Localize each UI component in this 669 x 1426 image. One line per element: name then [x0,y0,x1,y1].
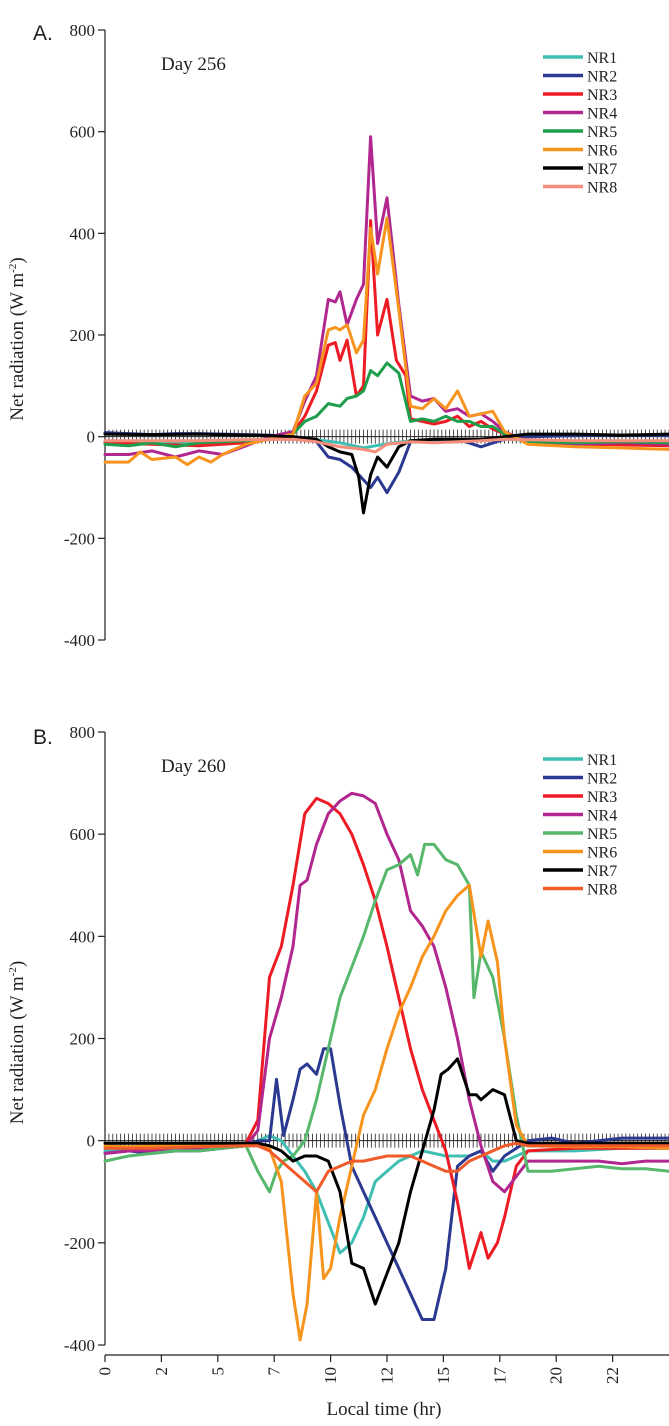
x-tick-label: 2 [152,1367,171,1376]
y-axis-title-main: Net radiation (W m [7,976,28,1124]
y-tick-label: 400 [70,224,96,243]
y-tick-label: -200 [64,529,95,548]
legend-label: NR5 [587,124,617,141]
y-axis-title-sup: -2 [7,967,19,976]
x-tick-label: 0 [96,1367,115,1376]
legend-label: NR1 [587,752,617,769]
series-line-nr3 [103,219,669,448]
series-line-nr7 [103,432,669,515]
series-line-nr7 [103,1057,669,1306]
y-axis-title: Net radiation (W m-2) [7,961,28,1124]
legend-label: NR4 [587,808,617,825]
series-line-nr4 [103,791,669,1194]
y-axis-title-main: Net radiation (W m [7,273,28,421]
y-tick-label: 600 [70,825,96,844]
y-tick-label: 200 [70,1030,96,1049]
y-tick-label: -200 [64,1234,95,1253]
x-tick-label: 15 [434,1367,453,1384]
y-tick-label: 800 [70,21,96,40]
legend-label: NR5 [587,826,617,843]
legend-label: NR1 [587,50,617,67]
legend-label: NR3 [587,789,617,806]
panel-a: A. -400 -200 0 200 400 600 800 Net radiation (W … [7,21,669,650]
y-tick-label: 200 [70,326,96,345]
y-tick-label: -400 [64,1336,95,1355]
legend-label: NR6 [587,143,617,160]
series-line-nr8 [103,437,669,454]
day-annotation: Day 256 [161,54,226,75]
series-line-nr4 [103,135,669,459]
legend-label: NR8 [587,180,617,197]
y-tick-label: -400 [64,631,95,650]
series-line-nr2 [103,1047,669,1321]
legend-label: NR4 [587,106,617,123]
x-tick-label: 7 [265,1367,284,1376]
x-tick-label: 12 [378,1367,397,1384]
legend-label: NR2 [587,771,617,788]
y-axis-title: Net radiation (W m-2) [7,257,28,420]
day-annotation: Day 260 [161,756,226,777]
x-axis-title: Local time (hr) [326,1399,441,1420]
y-tick-label: 800 [70,723,96,742]
legend-label: NR6 [587,845,617,862]
y-tick-label: 0 [87,1132,96,1151]
legend-label: NR7 [587,161,617,178]
series-line-nr1 [103,1134,669,1255]
y-axis-title-sup: -2 [7,264,19,273]
x-tick-label: 5 [208,1367,227,1376]
y-axis-title-close: ) [7,257,28,263]
y-tick-label: 400 [70,927,96,946]
panel-label: B. [33,726,53,749]
legend-label: NR3 [587,87,617,104]
series-line-nr6 [103,216,669,467]
legend-label: NR7 [587,863,617,880]
x-tick-label: 22 [603,1367,622,1384]
y-tick-label: 0 [87,428,96,447]
x-tick-label: 20 [547,1367,566,1384]
x-tick-label: 10 [321,1367,340,1384]
legend-label: NR2 [587,69,617,86]
y-tick-label: 600 [70,123,96,142]
panel-label: A. [33,22,53,45]
series-line-nr8 [103,1141,669,1194]
x-tick-label: 17 [490,1367,509,1385]
legend-label: NR8 [587,882,617,899]
y-axis-title-close: ) [7,961,28,967]
